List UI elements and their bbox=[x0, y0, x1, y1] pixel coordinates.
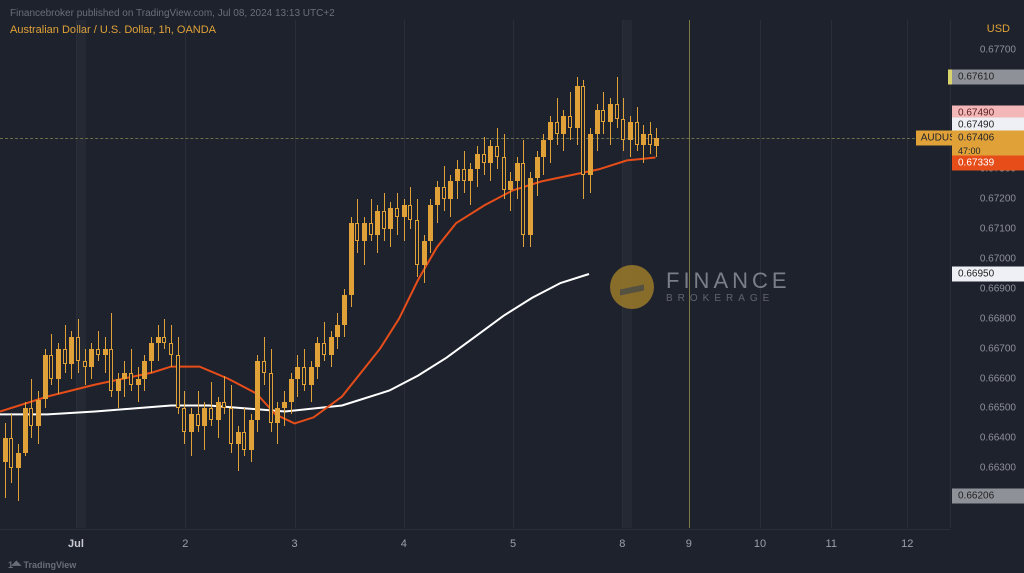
price-axis[interactable]: USD 0.677000.675000.674000.673000.672000… bbox=[950, 20, 1024, 528]
x-tick: Jul bbox=[68, 538, 84, 550]
tradingview-logo: 1◤ TradingView bbox=[8, 560, 76, 571]
axis-currency-label: USD bbox=[987, 23, 1010, 35]
y-tick: 0.66800 bbox=[980, 313, 1016, 324]
y-tick: 0.66400 bbox=[980, 433, 1016, 444]
x-tick: 12 bbox=[901, 538, 913, 550]
watermark: FINANCE BROKERAGE bbox=[610, 265, 791, 309]
price-label: 0.66206 bbox=[952, 489, 1024, 504]
finance-logo-icon bbox=[610, 265, 654, 309]
x-tick: 2 bbox=[182, 538, 188, 550]
x-tick: 3 bbox=[291, 538, 297, 550]
x-tick: 4 bbox=[401, 538, 407, 550]
y-tick: 0.67100 bbox=[980, 224, 1016, 235]
ma-lines bbox=[0, 20, 950, 528]
watermark-line2: BROKERAGE bbox=[666, 294, 791, 304]
x-tick: 9 bbox=[686, 538, 692, 550]
time-axis[interactable]: Jul 2 3 4 5 8 9 10 11 12 bbox=[0, 529, 950, 559]
ma_fast-line bbox=[0, 158, 656, 424]
price-label: 0.67339 bbox=[952, 156, 1024, 171]
y-tick: 0.66600 bbox=[980, 373, 1016, 384]
y-tick: 0.67200 bbox=[980, 194, 1016, 205]
x-tick: 8 bbox=[619, 538, 625, 550]
current-price-line bbox=[0, 138, 950, 139]
ma_slow-line bbox=[0, 274, 589, 414]
y-tick: 0.66500 bbox=[980, 403, 1016, 414]
y-tick: 0.66700 bbox=[980, 343, 1016, 354]
x-tick: 11 bbox=[826, 538, 837, 550]
y-tick: 0.67700 bbox=[980, 44, 1016, 55]
y-tick: 0.67000 bbox=[980, 254, 1016, 265]
price-label: 0.67610 bbox=[952, 69, 1024, 84]
x-tick: 10 bbox=[754, 538, 766, 550]
price-label: 0.67406 bbox=[952, 130, 1024, 145]
price-label: 0.66950 bbox=[952, 267, 1024, 282]
candlesticks bbox=[0, 20, 950, 528]
chart-area[interactable] bbox=[0, 20, 950, 528]
x-tick: 5 bbox=[510, 538, 516, 550]
y-tick: 0.66900 bbox=[980, 283, 1016, 294]
publish-info: Financebroker published on TradingView.c… bbox=[10, 8, 335, 19]
y-tick: 0.66300 bbox=[980, 463, 1016, 474]
watermark-line1: FINANCE bbox=[666, 270, 791, 292]
